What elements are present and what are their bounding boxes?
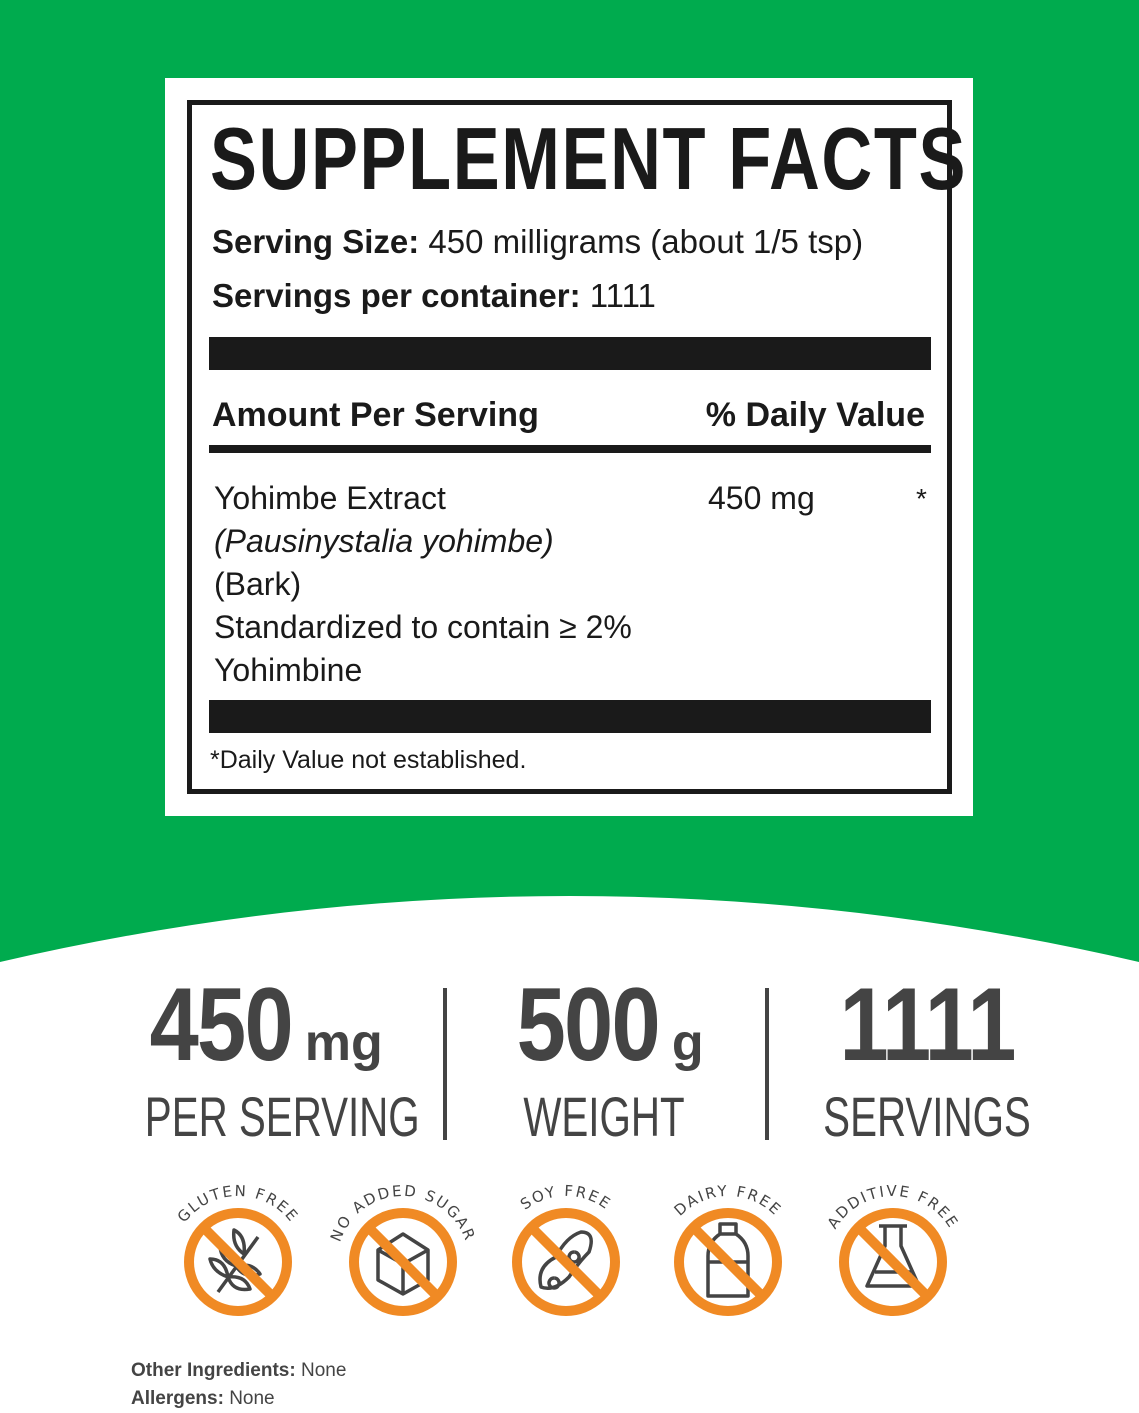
stat-unit: mg [304,1014,383,1072]
other-ingredients-label: Other Ingredients: [131,1360,296,1381]
bottom-divider [209,700,931,733]
badge-dairy-free: DAIRY FREE [671,1182,784,1316]
ingredient-description: Yohimbe Extract (Pausinystalia yohimbe) … [214,477,632,692]
free-from-badges: GLUTEN FREE NO ADDED SUGAR SOY FREE DAIRY F… [174,1182,960,1316]
stat-per-serving: 450 mg PER SERVING [100,965,420,1149]
ingredient-name: Yohimbe Extract [214,480,446,516]
thick-divider [209,337,931,370]
dv-header: % Daily Value [705,396,925,434]
badge-no-added-sugar: NO ADDED SUGAR [327,1182,477,1316]
stat-label: PER SERVING [144,1085,420,1148]
servings-value: 1111 [589,277,656,314]
header-divider [209,445,931,453]
badge-gluten-free: GLUTEN FREE [174,1182,303,1316]
allergens: Allergens: None [131,1387,275,1411]
prohibited-slash-icon [689,1223,767,1301]
stat-label: SERVINGS [823,1085,1031,1148]
serving-size-label: Serving Size: [212,223,420,260]
stat-weight: 500 g WEIGHT [444,965,764,1149]
badge-additive-free: ADDITIVE FREE [824,1182,960,1316]
prohibited-circle-icon [184,1208,292,1316]
serving-size-value: 450 milligrams (about 1/5 tsp) [428,223,864,260]
ingredient-latin: (Pausinystalia yohimbe) [214,523,554,559]
servings-label: Servings per container: [212,277,581,314]
footnote: *Daily Value not established. [210,746,527,774]
ingredient-standard: Standardized to contain ≥ 2% [214,609,632,645]
badge-soy-free: SOY FREE [512,1182,620,1316]
supplement-facts-panel: SUPPLEMENT FACTS Serving Size: 450 milli… [165,78,973,816]
stat-servings: 1111 SERVINGS [767,965,1087,1149]
prohibited-circle-icon [839,1208,947,1316]
ingredient-part: (Bark) [214,566,302,602]
prohibited-slash-icon [527,1223,605,1301]
amount-header: Amount Per Serving [212,396,539,434]
stat-value: 450 [149,967,294,1083]
allergens-value: None [229,1388,275,1409]
prohibited-circle-icon [349,1208,457,1316]
prohibited-slash-icon [199,1223,277,1301]
stat-divider [765,988,769,1140]
stat-label: WEIGHT [523,1085,685,1148]
facts-title: SUPPLEMENT FACTS [210,109,968,208]
prohibited-slash-icon [364,1223,442,1301]
prohibited-slash-icon [854,1223,932,1301]
badge-label: GLUTEN FREE [174,1182,303,1226]
stat-value: 1111 [839,967,1016,1083]
allergens-label: Allergens: [131,1388,224,1409]
soybean-icon [538,1230,593,1290]
ingredient-dv: * [916,483,927,514]
stat-unit: g [671,1014,704,1072]
facts-border: SUPPLEMENT FACTS Serving Size: 450 milli… [187,100,965,794]
ingredient-standard-2: Yohimbine [214,652,363,688]
stat-value: 500 [516,967,661,1083]
prohibited-circle-icon [674,1208,782,1316]
serving-size: Serving Size: 450 milligrams (about 1/5 … [212,223,863,261]
other-ingredients: Other Ingredients: None [131,1359,346,1383]
stat-divider [443,988,447,1140]
prohibited-circle-icon [512,1208,620,1316]
servings-per-container: Servings per container: 1111 [212,277,656,315]
other-ingredients-value: None [300,1360,347,1381]
ingredient-amount: 450 mg [708,480,815,516]
